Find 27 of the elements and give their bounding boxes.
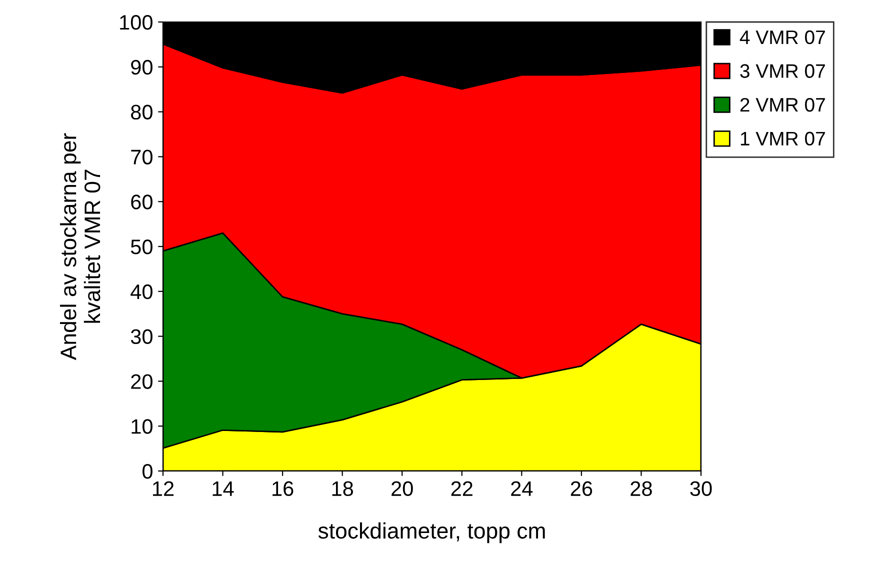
legend-label: 4 VMR 07 (740, 30, 825, 44)
legend-label: 1 VMR 07 (740, 132, 825, 146)
x-tick-label: 28 (630, 481, 652, 496)
x-tick-label: 16 (272, 481, 294, 496)
x-tick-label: 14 (212, 481, 234, 496)
y-tick-label: 50 (130, 240, 152, 254)
x-tick-label: 26 (570, 481, 592, 496)
x-tick-label: 24 (511, 481, 533, 496)
x-axis-title: stockdiameter, topp cm (318, 522, 545, 544)
y-tick-label: 10 (132, 419, 152, 434)
x-tick-label: 22 (451, 481, 472, 496)
legend-label: 3 VMR 07 (740, 64, 825, 78)
y-tick-label: 40 (130, 284, 152, 300)
x-tick-label: 18 (332, 481, 354, 496)
x-tick-label: 20 (392, 481, 413, 496)
y-tick-label: 70 (131, 150, 152, 164)
y-tick-label: 20 (131, 374, 152, 389)
y-tick-label: 60 (131, 194, 152, 210)
x-tick-label: 30 (690, 481, 712, 496)
y-tick-label: 30 (130, 329, 152, 344)
y-axis-title: Andel av stockarna per kvalitet VMR 07 (60, 133, 100, 360)
y-tick-label: 0 (142, 464, 152, 479)
y-tick-label: 80 (131, 104, 152, 120)
y-tick-label: 90 (131, 60, 152, 75)
y-tick-label: 100 (120, 15, 152, 30)
x-tick-label: 12 (153, 481, 174, 496)
legend-label: 2 VMR 07 (740, 98, 825, 112)
